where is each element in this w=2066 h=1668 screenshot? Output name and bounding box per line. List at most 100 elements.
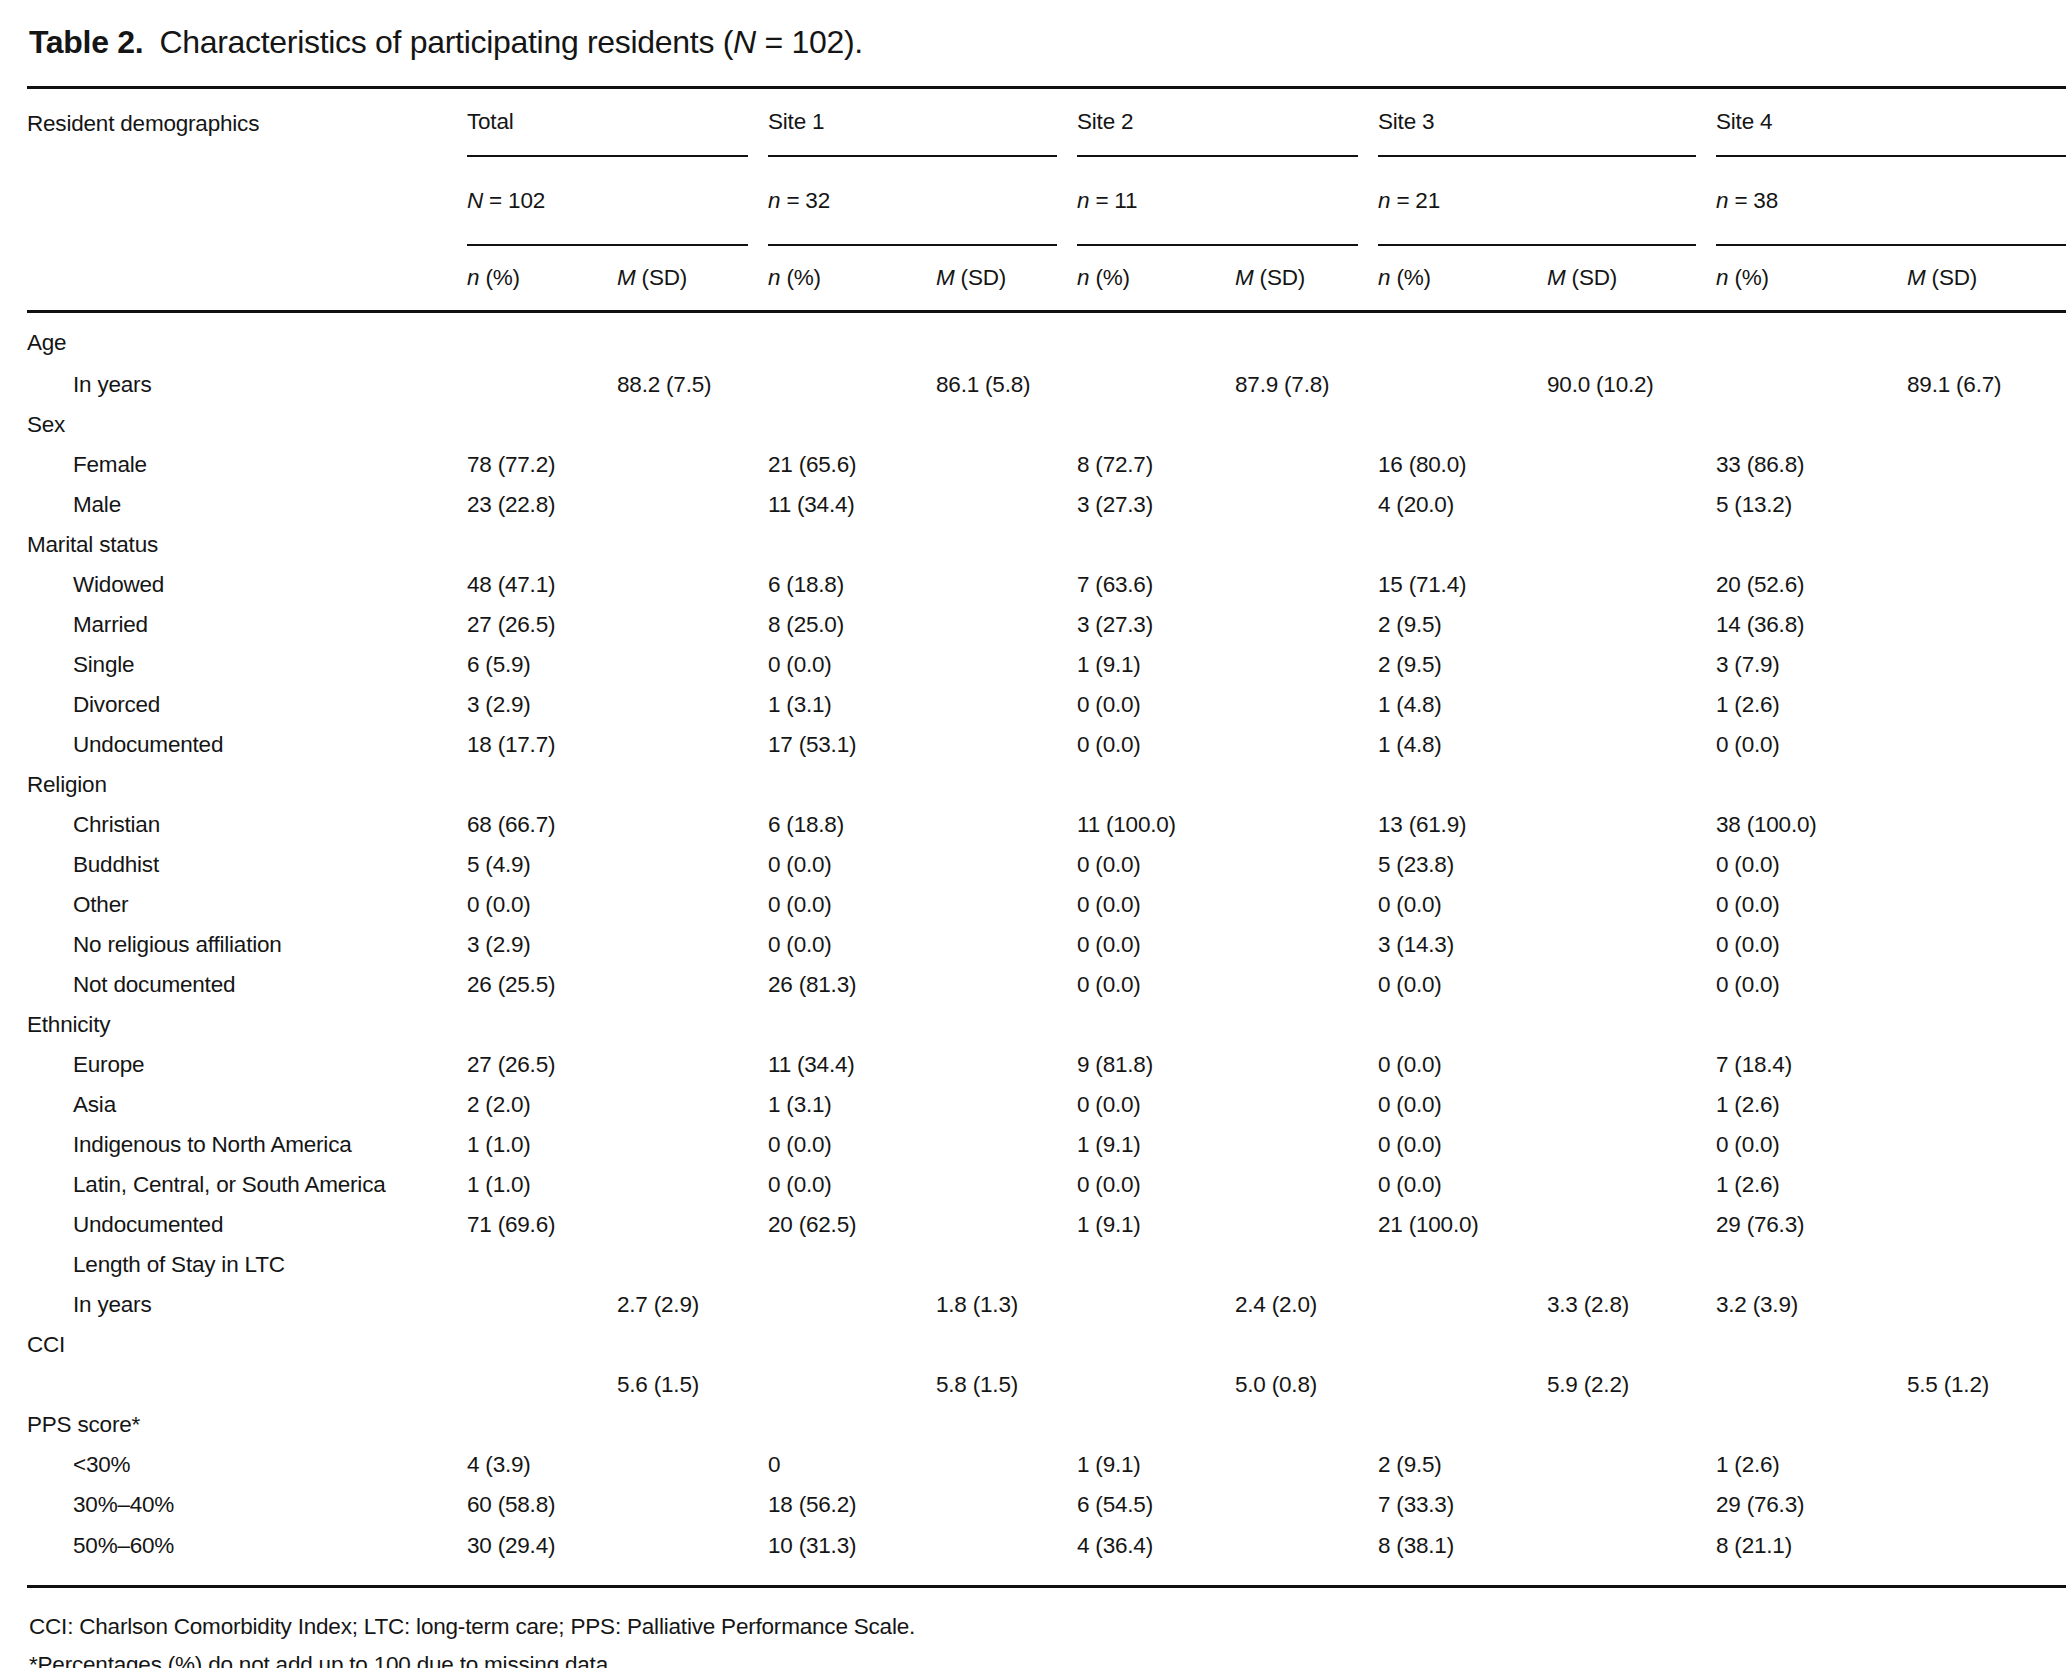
table-row: Religion — [27, 765, 2066, 805]
subcol-n-pct: n (%) — [1378, 246, 1547, 312]
table-cell — [1907, 1165, 2066, 1205]
table-cell — [1235, 805, 1378, 845]
table-cell — [1716, 1245, 1907, 1285]
column-group-site1: Site 1 — [768, 88, 1077, 158]
table-cell — [1547, 1045, 1716, 1085]
row-label: Buddhist — [27, 845, 467, 885]
table-cell — [1235, 1485, 1378, 1525]
row-label: Widowed — [27, 565, 467, 605]
table-cell: 71 (69.6) — [467, 1205, 617, 1245]
table-cell — [1907, 925, 2066, 965]
table-cell: 29 (76.3) — [1716, 1485, 1907, 1525]
table-cell: 2.4 (2.0) — [1235, 1285, 1378, 1325]
table-cell — [1378, 1285, 1547, 1325]
table-caption-text: Characteristics of participating residen… — [159, 24, 733, 60]
table-cell — [1077, 765, 1235, 805]
table-cell: 20 (62.5) — [768, 1205, 936, 1245]
paper-page: Table 2.Characteristics of participating… — [0, 0, 2066, 1668]
table-row: Male23 (22.8)11 (34.4)3 (27.3)4 (20.0)5 … — [27, 485, 2066, 525]
table-cell: 14 (36.8) — [1716, 605, 1907, 645]
table-cell — [1716, 1365, 1907, 1405]
table-cell: 6 (5.9) — [467, 645, 617, 685]
table-cell — [1077, 1365, 1235, 1405]
table-cell — [1907, 312, 2066, 366]
table-cell: 5.6 (1.5) — [617, 1365, 768, 1405]
table-row: 30%–40%60 (58.8)18 (56.2)6 (54.5)7 (33.3… — [27, 1485, 2066, 1525]
table-cell: 0 (0.0) — [1077, 845, 1235, 885]
table-cell — [1077, 1405, 1235, 1445]
table-cell — [1378, 765, 1547, 805]
table-row: Buddhist5 (4.9)0 (0.0)0 (0.0)5 (23.8)0 (… — [27, 845, 2066, 885]
table-cell: 88.2 (7.5) — [617, 365, 768, 405]
table-row: Europe27 (26.5)11 (34.4)9 (81.8)0 (0.0)7… — [27, 1045, 2066, 1085]
table-cell: 7 (18.4) — [1716, 1045, 1907, 1085]
table-cell — [1378, 1005, 1547, 1045]
subcol-n-pct: n (%) — [768, 246, 936, 312]
table-cell — [1077, 405, 1235, 445]
table-cell — [467, 1325, 617, 1365]
table-cell — [467, 1285, 617, 1325]
table-cell: 3 (7.9) — [1716, 645, 1907, 685]
table-cell — [1907, 445, 2066, 485]
table-cell — [1547, 1325, 1716, 1365]
row-label: In years — [27, 1285, 467, 1325]
table-cell: 1 (4.8) — [1378, 685, 1547, 725]
footnote-abbreviations: CCI: Charlson Comorbidity Index; LTC: lo… — [29, 1608, 2054, 1646]
table-cell — [1235, 1005, 1378, 1045]
table-cell: 0 (0.0) — [1716, 885, 1907, 925]
table-cell — [1235, 1165, 1378, 1205]
table-row: <30%4 (3.9)01 (9.1)2 (9.5)1 (2.6) — [27, 1445, 2066, 1485]
table-cell: 0 (0.0) — [768, 885, 936, 925]
table-cell — [1547, 565, 1716, 605]
row-label: Male — [27, 485, 467, 525]
table-cell — [1378, 405, 1547, 445]
row-label: Asia — [27, 1085, 467, 1125]
table-cell: 21 (100.0) — [1378, 1205, 1547, 1245]
table-cell: 0 (0.0) — [467, 885, 617, 925]
table-cell — [1235, 725, 1378, 765]
table-caption-suffix: = 102). — [756, 24, 863, 60]
table-cell — [936, 1205, 1077, 1245]
table-cell — [768, 312, 936, 366]
table-cell: 0 (0.0) — [1077, 965, 1235, 1005]
table-cell: 11 (34.4) — [768, 1045, 936, 1085]
row-label: <30% — [27, 1445, 467, 1485]
table-cell: 90.0 (10.2) — [1547, 365, 1716, 405]
table-cell: 7 (63.6) — [1077, 565, 1235, 605]
table-cell: 33 (86.8) — [1716, 445, 1907, 485]
table-cell: 0 (0.0) — [768, 925, 936, 965]
table-cell: 15 (71.4) — [1378, 565, 1547, 605]
table-cell — [936, 1085, 1077, 1125]
row-label: Undocumented — [27, 725, 467, 765]
table-cell — [1907, 1005, 2066, 1045]
table-cell — [1547, 525, 1716, 565]
table-cell — [1235, 925, 1378, 965]
table-cell — [467, 765, 617, 805]
table-cell — [1907, 1245, 2066, 1285]
table-cell: 1 (1.0) — [467, 1125, 617, 1165]
table-cell — [936, 605, 1077, 645]
table-cell — [1907, 565, 2066, 605]
table-cell — [1547, 645, 1716, 685]
row-label: Religion — [27, 765, 467, 805]
table-cell — [1907, 685, 2066, 725]
column-header-demographics: Resident demographics — [27, 88, 467, 312]
table-cell: 0 (0.0) — [1077, 1165, 1235, 1205]
table-cell: 1 (9.1) — [1077, 1445, 1235, 1485]
table-cell: 5.0 (0.8) — [1235, 1365, 1378, 1405]
table-cell: 21 (65.6) — [768, 445, 936, 485]
table-cell — [936, 485, 1077, 525]
table-cell — [936, 1125, 1077, 1165]
row-label: Marital status — [27, 525, 467, 565]
table-cell: 11 (34.4) — [768, 485, 936, 525]
table-cell — [1907, 1285, 2066, 1325]
table-cell — [1907, 1085, 2066, 1125]
row-label: 50%–60% — [27, 1525, 467, 1587]
row-label: Single — [27, 645, 467, 685]
table-cell: 27 (26.5) — [467, 1045, 617, 1085]
table-cell: 1 (3.1) — [768, 1085, 936, 1125]
table-cell — [936, 925, 1077, 965]
table-body: AgeIn years88.2 (7.5)86.1 (5.8)87.9 (7.8… — [27, 312, 2066, 1587]
table-cell: 0 (0.0) — [1378, 1045, 1547, 1085]
row-label: CCI — [27, 1325, 467, 1365]
